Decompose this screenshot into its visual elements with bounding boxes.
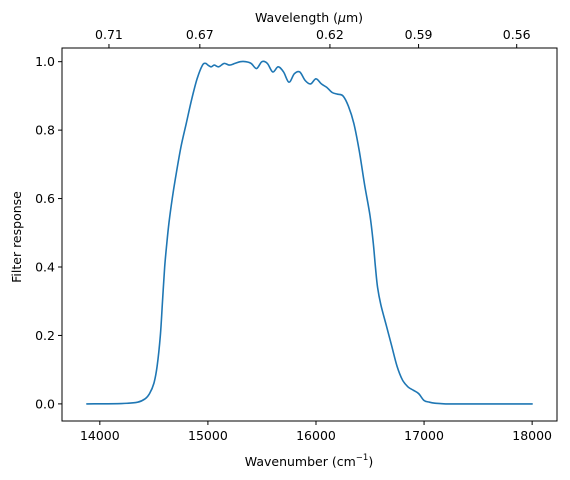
top-tick-label: 0.56 <box>503 27 531 42</box>
top-tick-label: 0.67 <box>186 27 214 42</box>
top-axis-label-unit: m) <box>346 10 363 25</box>
x-tick-label: 18000 <box>512 428 552 443</box>
top-tick-label: 0.62 <box>316 27 344 42</box>
x-axis-label: Wavenumber (cm−1) <box>245 453 373 469</box>
y-tick-label: 0.0 <box>35 396 55 411</box>
x-tick-label: 16000 <box>296 428 336 443</box>
x-tick-label: 15000 <box>188 428 228 443</box>
y-axis-label: Filter response <box>9 191 24 283</box>
x-axis-label-exponent: −1 <box>356 453 369 463</box>
top-tick-label: 0.71 <box>95 27 123 42</box>
y-tick-label: 0.8 <box>35 123 55 138</box>
x-tick-label: 14000 <box>80 428 120 443</box>
top-axis-label-text: Wavelength ( <box>255 10 338 25</box>
y-tick-label: 0.2 <box>35 328 55 343</box>
filter-response-line <box>86 60 533 405</box>
top-axis-label-mu: μ <box>337 10 346 25</box>
y-tick-label: 0.4 <box>35 260 55 275</box>
y-tick-label: 0.6 <box>35 191 55 206</box>
x-axis-label-close: ) <box>368 454 373 469</box>
y-tick-label: 1.0 <box>35 54 55 69</box>
x-axis-label-text: Wavenumber (cm <box>245 454 356 469</box>
top-axis-label: Wavelength (μm) <box>255 10 363 25</box>
ticks-layer: 14000 15000 16000 17000 18000 0.0 0.2 0.4 0.6 0.8… <box>35 27 552 443</box>
top-tick-label: 0.59 <box>405 27 433 42</box>
x-tick-label: 17000 <box>404 428 444 443</box>
plot-frame <box>61 47 558 422</box>
